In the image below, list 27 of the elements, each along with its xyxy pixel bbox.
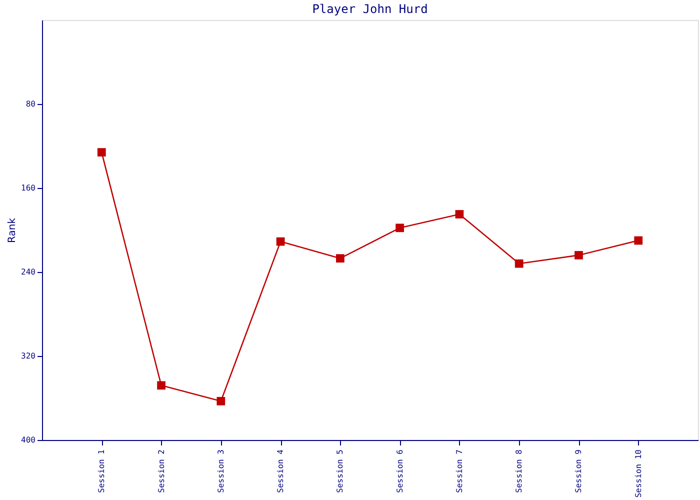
point <box>455 210 464 218</box>
x-tick-label: Session 9 <box>574 449 584 493</box>
point <box>514 259 524 268</box>
y-tick-label: 80 <box>26 100 36 108</box>
x-tick-label: Session 10 <box>634 449 643 498</box>
y-tick-label: 320 <box>21 352 36 360</box>
point <box>216 396 226 406</box>
point <box>396 224 404 232</box>
x-tick-label: Session 3 <box>216 449 226 493</box>
x-tick-label: Session 5 <box>336 449 345 493</box>
y-tick-label: 400 <box>21 436 36 444</box>
x-tick-label: Session 8 <box>514 449 524 493</box>
point <box>336 254 344 263</box>
x-tick-label: Session 2 <box>156 449 166 493</box>
x-tick-label: Session 6 <box>395 449 404 493</box>
point <box>157 381 166 390</box>
y-axis-title: Rank <box>7 218 18 243</box>
point <box>574 251 583 260</box>
point <box>276 237 285 246</box>
y-tick-label: 160 <box>21 184 36 192</box>
point <box>97 148 106 156</box>
point <box>634 236 643 245</box>
x-tick-label: Session 4 <box>276 449 286 493</box>
chart-title: Player John Hurd <box>312 2 428 16</box>
x-tick-label: Session 1 <box>97 449 106 493</box>
y-tick-label: 240 <box>21 268 36 276</box>
x-tick-label: Session 7 <box>454 449 464 493</box>
